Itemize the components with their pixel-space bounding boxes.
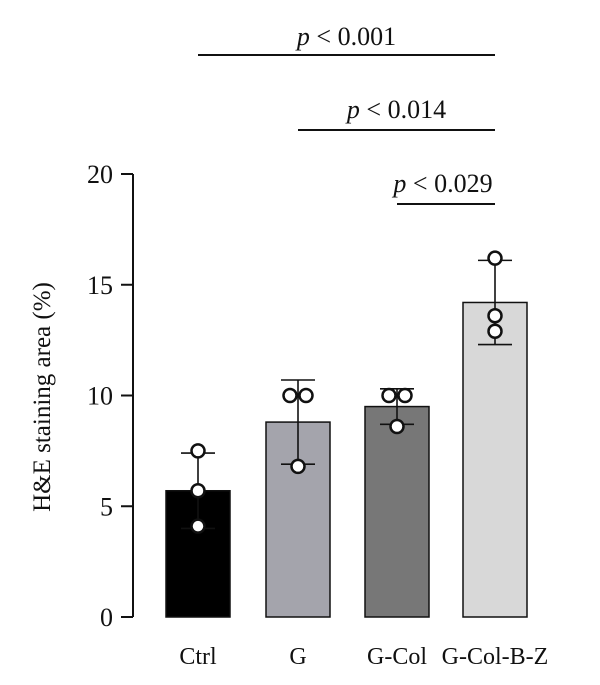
data-point [381, 387, 397, 404]
data-point [298, 387, 314, 404]
x-tick-label: G [289, 644, 306, 670]
data-point [282, 387, 298, 404]
y-tick-label: 5 [100, 492, 113, 521]
significance-label: p < 0.001 [295, 22, 396, 51]
y-tick-label: 20 [87, 160, 113, 189]
bars [165, 301, 528, 618]
data-point [397, 387, 413, 404]
data-point [487, 323, 503, 340]
significance-label: p < 0.014 [345, 95, 446, 124]
data-points [190, 250, 503, 534]
x-tick-label: G-Col-B-Z [442, 644, 549, 670]
y-tick-label: 15 [87, 271, 113, 300]
data-point [487, 250, 503, 266]
y-tick-label: 0 [100, 603, 113, 632]
data-point [487, 308, 503, 324]
bar [462, 301, 528, 618]
x-tick-label: G-Col [367, 644, 427, 670]
data-point [190, 518, 206, 534]
y-axis-label: H&E staining area (%) [29, 282, 56, 512]
data-point [389, 418, 405, 435]
data-point [190, 482, 206, 499]
data-point [290, 458, 306, 475]
x-tick-label: Ctrl [179, 644, 217, 670]
data-point [190, 443, 206, 459]
bar [364, 405, 430, 618]
significance-annotations: p < 0.001 p < 0.014 p < 0.029 [198, 22, 495, 205]
axes: 0 5 10 15 20 Ctrl G G-Col G-Col-B-Z [87, 160, 548, 670]
significance-label: p < 0.029 [391, 169, 492, 198]
y-tick-label: 10 [87, 382, 113, 411]
